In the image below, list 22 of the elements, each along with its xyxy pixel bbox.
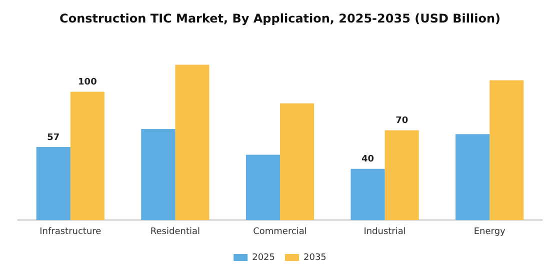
x-tick-label: Commercial xyxy=(253,226,307,237)
legend-label: 2035 xyxy=(304,252,326,263)
bar xyxy=(141,129,176,220)
chart-title: Construction TIC Market, By Application, 2025-2035 (USD Billion) xyxy=(60,11,500,26)
data-label: 100 xyxy=(78,78,97,88)
bar xyxy=(490,80,524,220)
data-label: 57 xyxy=(47,132,60,143)
data-label: 70 xyxy=(396,116,408,126)
bar xyxy=(70,92,104,220)
bar xyxy=(456,134,490,220)
x-tick-label: Infrastructure xyxy=(40,226,102,237)
bar xyxy=(384,130,419,220)
bar xyxy=(350,168,385,220)
x-tick-label: Industrial xyxy=(364,226,406,237)
x-tick-label: Energy xyxy=(474,226,506,237)
bar xyxy=(175,64,210,220)
bar xyxy=(280,103,314,220)
bar xyxy=(246,154,280,220)
data-label: 40 xyxy=(362,154,374,165)
bar xyxy=(36,146,70,220)
x-tick-label: Residential xyxy=(150,226,200,237)
legend-label: 2025 xyxy=(252,252,275,263)
